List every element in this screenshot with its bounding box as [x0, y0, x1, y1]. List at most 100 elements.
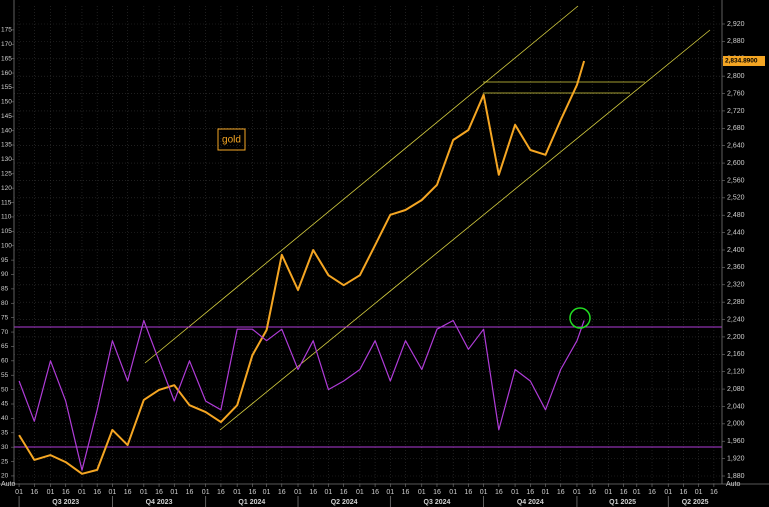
y2-tick-label: 2,120	[727, 369, 745, 376]
x-tick-label: 01	[449, 489, 457, 496]
y-tick-label: 125	[1, 170, 12, 177]
quarter-label: Q4 2023	[146, 499, 173, 506]
y-tick-label: 80	[1, 300, 9, 307]
quarter-label: Q2 2025	[682, 499, 709, 506]
y2-tick-label: 2,400	[727, 247, 745, 254]
x-tick-label: 16	[526, 489, 534, 496]
y2-tick-label: 2,320	[727, 282, 745, 289]
x-tick-label: 16	[278, 489, 286, 496]
y-tick-label: 25	[1, 458, 9, 465]
y-tick-label: 85	[1, 286, 9, 293]
x-tick-label: 16	[648, 489, 656, 496]
y-tick-label: 90	[1, 271, 9, 278]
series-line	[18, 60, 586, 475]
quarter-label: Q4 2024	[517, 499, 544, 506]
y2-tick-label: 2,040	[727, 403, 745, 410]
x-tick-label: 01	[695, 489, 703, 496]
legend-box	[217, 128, 246, 151]
y-tick-label: 140	[1, 127, 12, 134]
y2-tick-label: 2,600	[727, 160, 745, 167]
y-tick-label: 105	[1, 228, 12, 235]
y-tick-label: 50	[1, 386, 9, 393]
y-tick-label: 120	[1, 185, 12, 192]
grid	[14, 6, 722, 484]
x-tick-label: 16	[557, 489, 565, 496]
x-tick-label: 01	[108, 489, 116, 496]
legend-label: gold	[222, 135, 241, 146]
y2-tick-label: 2,800	[727, 73, 745, 80]
x-tick-label: 01	[664, 489, 672, 496]
x-tick-label: 01	[140, 489, 148, 496]
x-tick-label: 16	[155, 489, 163, 496]
x-tick-label: 16	[93, 489, 101, 496]
y2-tick-label: 2,240	[727, 316, 745, 323]
y2-tick-label: 2,720	[727, 108, 745, 115]
y-tick-label: 60	[1, 358, 9, 365]
auto-button[interactable]: Auto	[1, 481, 16, 488]
x-tick-label: 16	[340, 489, 348, 496]
x-tick-label: 01	[202, 489, 210, 496]
x-tick-label: 16	[371, 489, 379, 496]
y-tick-label: 70	[1, 329, 9, 336]
y2-tick-label: 2,760	[727, 90, 745, 97]
y2-tick-label: 2,000	[727, 421, 745, 428]
y-tick-label: 135	[1, 142, 12, 149]
x-tick-label: 16	[124, 489, 132, 496]
y2-tick-label: 2,520	[727, 195, 745, 202]
y2-tick-label: 2,280	[727, 299, 745, 306]
y-tick-label: 55	[1, 372, 9, 379]
quarter-label: Q1 2025	[609, 499, 636, 506]
y-tick-label: 40	[1, 415, 9, 422]
y-tick-label: 145	[1, 113, 12, 120]
y-tick-label: 75	[1, 314, 9, 321]
x-tick-label: 16	[217, 489, 225, 496]
y-tick-label: 100	[1, 242, 12, 249]
x-tick-label: 01	[170, 489, 178, 496]
x-tick-label: 16	[402, 489, 410, 496]
y-tick-label: 110	[1, 214, 12, 221]
y2-tick-label: 1,880	[727, 473, 745, 480]
x-tick-label: 16	[495, 489, 503, 496]
y-tick-label: 175	[1, 27, 12, 34]
x-tick-label: 01	[15, 489, 23, 496]
y-tick-label: 65	[1, 343, 9, 350]
plot	[18, 60, 586, 475]
x-tick-label: 16	[186, 489, 194, 496]
y2-tick-label: 2,640	[727, 143, 745, 150]
auto-button[interactable]: Auto	[726, 481, 741, 488]
x-tick-label: 01	[325, 489, 333, 496]
x-tick-label: 16	[680, 489, 688, 496]
series-line	[18, 319, 585, 471]
x-tick-label: 01	[294, 489, 302, 496]
y2-tick-label: 2,920	[727, 21, 745, 28]
quarter-label: Q2 2024	[331, 499, 358, 506]
quarter-label: Q1 2024	[238, 499, 265, 506]
x-tick-label: 16	[309, 489, 317, 496]
y2-tick-label: 2,160	[727, 351, 745, 358]
y-tick-label: 35	[1, 429, 9, 436]
x-tick-label: 16	[620, 489, 628, 496]
y-tick-label: 20	[1, 473, 9, 480]
y-tick-label: 165	[1, 55, 12, 62]
last-value-label: 2,834.8900	[725, 58, 758, 65]
x-tick-label: 01	[542, 489, 550, 496]
x-tick-label: 01	[386, 489, 394, 496]
channel-upper	[144, 5, 579, 364]
x-tick-label: 01	[233, 489, 241, 496]
x-tick-label: 16	[62, 489, 70, 496]
y-tick-label: 115	[1, 199, 12, 206]
y-tick-label: 150	[1, 99, 12, 106]
y-tick-label: 30	[1, 444, 9, 451]
last-value-tag	[723, 55, 765, 66]
y2-tick-label: 2,440	[727, 229, 745, 236]
y2-tick-label: 2,680	[727, 125, 745, 132]
y2-tick-label: 2,200	[727, 334, 745, 341]
y-tick-label: 160	[1, 70, 12, 77]
x-tick-label: 01	[263, 489, 271, 496]
x-tick-label: 01	[47, 489, 55, 496]
x-tick-label: 16	[588, 489, 596, 496]
y2-tick-label: 1,920	[727, 455, 745, 462]
x-tick-label: 16	[30, 489, 38, 496]
